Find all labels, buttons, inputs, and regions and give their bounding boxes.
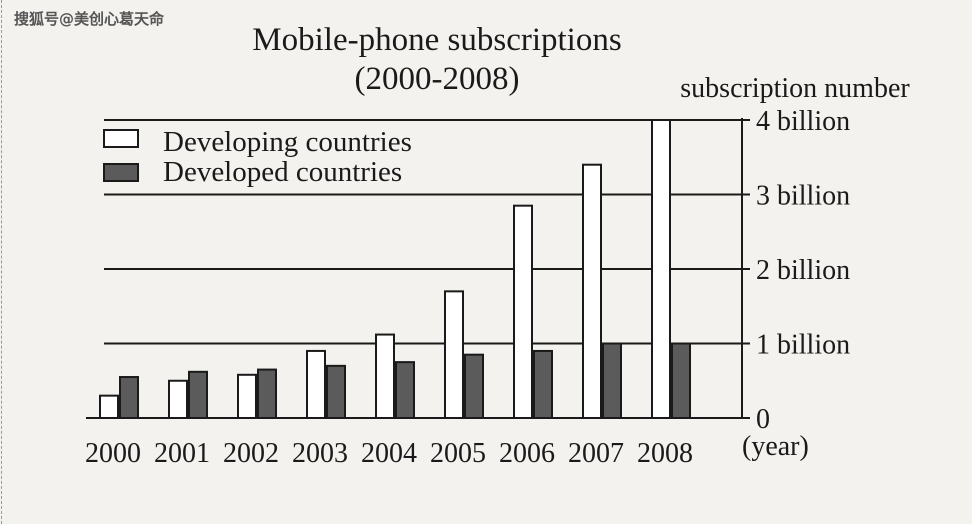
legend-swatch-developing	[103, 129, 139, 148]
bar-developing	[237, 373, 257, 420]
y-tick-label: 0	[756, 404, 770, 435]
x-tick-label: 2005	[430, 438, 486, 469]
bar-developing	[99, 394, 119, 419]
chart-subtitle: (2000-2008)	[355, 61, 520, 97]
bar-developed	[326, 364, 346, 420]
x-tick-label: 2006	[499, 438, 555, 469]
gridlines	[104, 119, 742, 345]
x-tick-label: 2004	[361, 438, 417, 469]
bar-developed	[602, 342, 622, 419]
x-tick-label: 2002	[223, 438, 279, 469]
bar-developing	[513, 204, 533, 419]
x-tick-label: 2003	[292, 438, 348, 469]
y-tick-label: 3 billion	[756, 181, 850, 212]
x-tick-label: 2001	[154, 438, 210, 469]
x-tick-label: 2007	[568, 438, 624, 469]
y-axis-label: subscription number	[680, 73, 910, 104]
legend: Developing countries Developed countries	[103, 126, 412, 188]
bar-developed	[119, 376, 139, 419]
page-border	[1, 0, 2, 524]
y-tick-label: 1 billion	[756, 330, 850, 361]
y-axis-ticks: 0 1 billion 2 billion 3 billion 4 billion	[86, 106, 850, 435]
bar-developing	[375, 333, 395, 419]
x-tick-label: 2008	[637, 438, 693, 469]
legend-swatch-developed	[103, 163, 139, 182]
bar-developed	[188, 370, 208, 419]
legend-label-developed: Developed countries	[163, 156, 402, 188]
bar-developed	[671, 342, 691, 419]
bar-developing	[306, 349, 326, 420]
x-tick-label: 2000	[85, 438, 141, 469]
bar-developed	[464, 353, 484, 419]
bar-developed	[257, 368, 277, 420]
watermark-text: 搜狐号@美创心葛天命	[14, 10, 165, 28]
x-axis-label: (year)	[742, 431, 809, 462]
bar-developing	[651, 119, 671, 419]
bar-developing	[168, 379, 188, 419]
legend-label-developing: Developing countries	[163, 126, 412, 158]
x-axis-tick-labels: 2000 2001 2002 2003 2004 2005 2006 2007 2008	[85, 438, 693, 469]
bar-developing	[582, 163, 602, 419]
y-tick-label: 2 billion	[756, 255, 850, 286]
y-tick-label: 4 billion	[756, 106, 850, 137]
bar-developed	[395, 361, 415, 419]
bar-developing	[444, 290, 464, 420]
chart-title: Mobile-phone subscriptions	[252, 22, 621, 58]
bar-developed	[533, 349, 553, 420]
